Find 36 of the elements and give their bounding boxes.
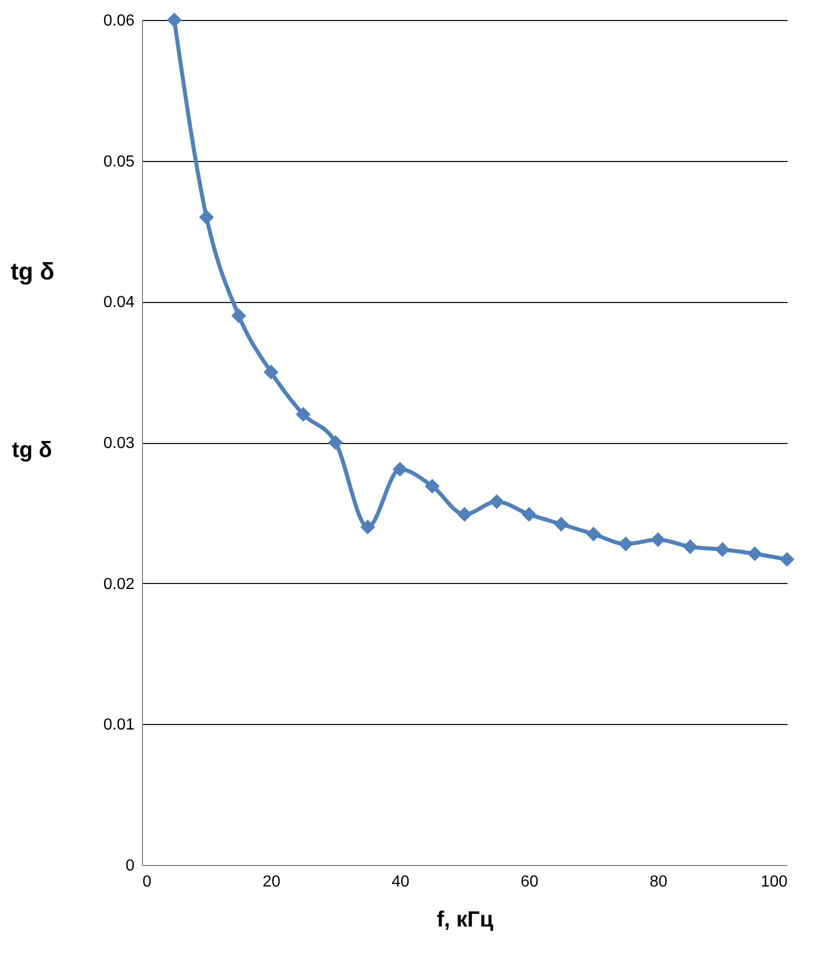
point — [650, 532, 666, 548]
point — [457, 506, 472, 522]
point — [586, 526, 601, 542]
point — [715, 542, 730, 557]
x-axis-title: f, кГц — [436, 906, 494, 932]
x-tick-label: 0 — [142, 874, 152, 890]
y-axis-title: tg δ — [10, 258, 54, 286]
point — [747, 546, 762, 562]
x-tick-label: 60 — [520, 874, 538, 890]
point — [554, 516, 569, 532]
point — [522, 506, 536, 522]
point — [328, 435, 343, 450]
point — [424, 478, 440, 494]
x-tick-label: 20 — [262, 874, 280, 890]
point — [360, 520, 376, 534]
point — [296, 406, 311, 422]
y-tick-label: 0.03 — [103, 435, 135, 452]
point — [489, 494, 504, 510]
y-tick-label: 0 — [126, 858, 135, 874]
x-tick-label: 80 — [650, 874, 668, 890]
x-tick-label: 40 — [392, 874, 410, 890]
point — [682, 539, 698, 554]
y-tick-label: 0.01 — [103, 716, 135, 734]
point — [618, 536, 634, 552]
y-tick-label: 0.02 — [103, 576, 135, 593]
x-tick-label: 100 — [760, 874, 788, 890]
y-tick-label: 0.05 — [103, 153, 135, 170]
point — [199, 210, 214, 225]
text: tg δ — [12, 437, 52, 462]
point — [264, 364, 278, 380]
point — [392, 462, 408, 477]
y-tick-label: 0.06 — [103, 12, 135, 30]
point — [780, 552, 794, 567]
point — [231, 308, 246, 324]
point — [166, 12, 182, 28]
y-tick-label: 0.04 — [103, 294, 135, 312]
